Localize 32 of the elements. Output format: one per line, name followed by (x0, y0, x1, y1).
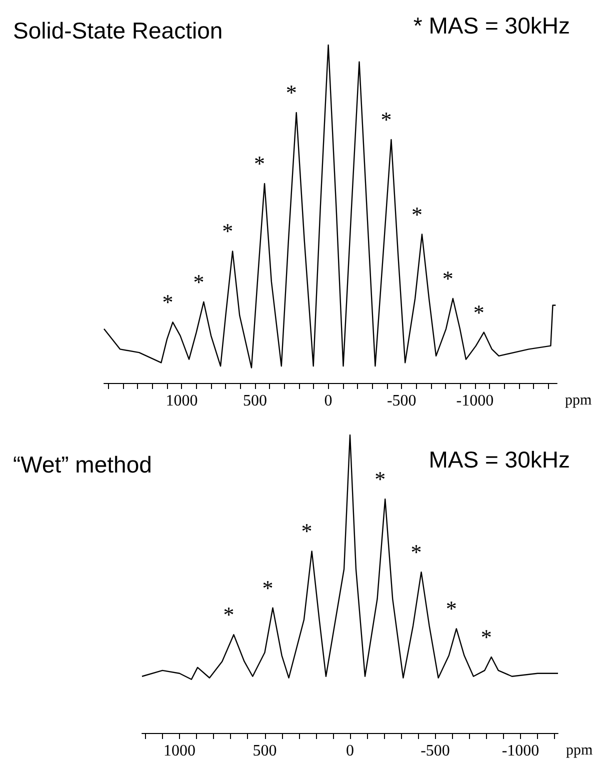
x-tick-label: 1000 (166, 392, 198, 410)
x-tick-label: 0 (324, 392, 332, 410)
annotation: * (410, 540, 422, 565)
annotation: MAS = 30kHz (428, 446, 570, 472)
annotation: * (254, 151, 266, 176)
annotation: * (480, 624, 492, 650)
x-axis-title: ppm (566, 742, 593, 758)
x-tick-label: 500 (243, 392, 267, 410)
x-axis-title: ppm (565, 392, 592, 408)
annotation: * (374, 466, 386, 492)
chart-title: Solid-State Reaction (13, 18, 223, 44)
x-tick-label: 1000 (164, 742, 196, 760)
x-tick-label: 0 (346, 742, 354, 760)
annotation: * (446, 596, 457, 622)
text: * MAS = 30kHz (413, 12, 570, 38)
annotation: * (380, 107, 392, 132)
annotation: * (262, 575, 274, 600)
x-tick-label: -500 (386, 392, 416, 410)
annotation: * (223, 602, 234, 628)
annotation: * (286, 80, 297, 106)
annotation: * (222, 218, 234, 244)
annotation: * (442, 266, 454, 291)
annotation: * (411, 202, 422, 227)
annotation: * (301, 518, 312, 544)
annotation: * (473, 300, 484, 325)
annotation: * (193, 269, 204, 294)
annotation: * (162, 290, 174, 315)
text: “Wet” method (13, 452, 152, 478)
x-tick-label: -1000 (456, 392, 494, 410)
x-tick-label: -1000 (502, 742, 540, 760)
x-tick-label: -500 (420, 742, 450, 760)
x-tick-label: 500 (252, 742, 277, 760)
